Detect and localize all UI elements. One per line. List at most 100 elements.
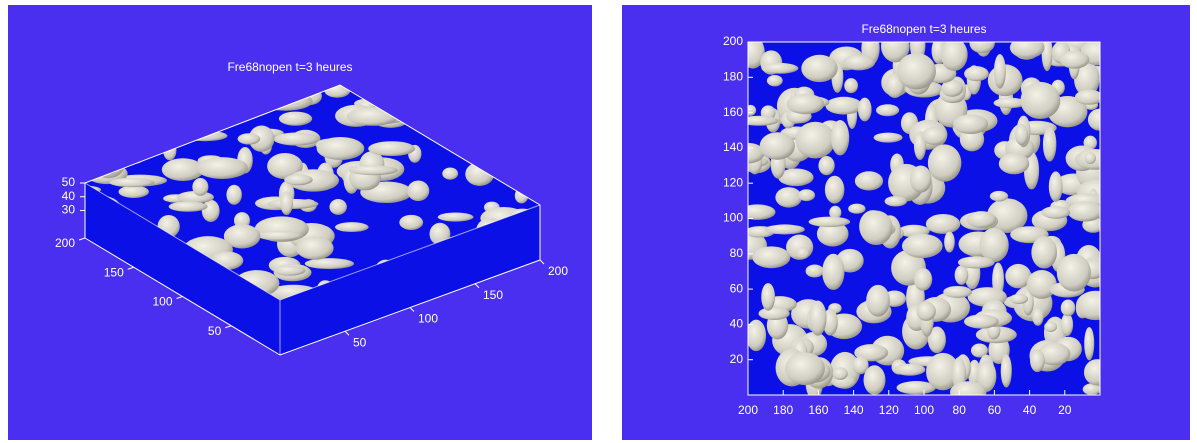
cloud-blob [1056,253,1091,292]
cloud-blob [829,205,842,220]
cloud-blob [881,42,910,63]
cloud-blob [941,79,964,97]
cloud-blob [795,121,836,159]
tick-mark [176,296,183,299]
cloud-blob [954,265,969,285]
x-tick-label: 120 [879,403,899,417]
cloud-blob [748,204,776,220]
cloud-blob [1060,299,1076,317]
cloud-blob [1022,287,1034,316]
cloud-blob [824,175,845,204]
tick-mark [409,307,415,312]
cloud-blob [863,365,886,395]
cloud-blob [1048,171,1063,202]
cloud-blob [989,190,1009,202]
cloud-blob [1044,321,1058,333]
y-tick-label: 100 [152,295,172,309]
z-tick-label: 50 [62,175,76,189]
cloud-blob [822,253,845,291]
isosurface [748,42,1100,395]
cloud-blob [921,127,948,145]
cloud-blob [748,104,757,116]
cloud-blob [970,343,988,358]
cloud-blob [748,115,779,126]
cloud-blob [901,233,943,259]
cloud-blob [979,227,1009,263]
cloud-blob [1087,108,1100,131]
x-tick-label: 40 [1023,403,1037,417]
cloud-blob [257,230,303,241]
cloud-blob [758,306,790,321]
cloud-blob [316,137,365,161]
cloud-blob [1082,383,1100,395]
tick-mark [78,237,86,241]
z-tick-label: 40 [62,189,76,203]
cloud-blob [1075,290,1100,321]
cloud-blob [752,246,791,269]
cloud-blob [866,284,890,317]
cloud-blob [957,256,995,269]
cloud-blob [852,356,869,375]
cloud-blob [818,155,835,176]
cloud-blob [1009,42,1045,59]
cloud-blob [927,144,962,182]
cloud-blob [801,54,838,83]
cloud-blob [894,363,926,376]
x-tick-label: 180 [773,403,793,417]
x-tick-label: 150 [483,288,503,302]
cloud-blob [118,185,149,198]
cloud-blob [775,187,803,208]
cloud-blob [1059,50,1090,69]
tick-mark [127,266,134,270]
y-tick-label: 200 [55,236,75,250]
tick-mark [474,283,480,289]
cloud-blob [226,184,242,205]
cloud-blob [1084,327,1095,361]
cloud-blob [848,203,866,214]
cloud-blob [335,222,369,233]
cloud-blob [925,214,961,234]
cloud-blob [940,42,968,72]
cloud-blob [808,216,851,228]
x-tick-label: 200 [548,264,568,278]
cloud-blob [761,62,799,74]
cloud-blob [1084,152,1096,164]
cloud-blob [1005,263,1032,289]
tick-mark [539,259,545,265]
cloud-blob [407,180,430,202]
cloud-blob [1009,293,1029,304]
cloud-blob [816,221,849,247]
cloud-blob [237,133,261,145]
cloud-blob [759,132,796,160]
cloud-blob [916,301,936,321]
cloud-blob [796,247,810,260]
cloud-blob [797,189,816,202]
cloud-blob [1037,342,1071,366]
cloud-blob [1067,201,1100,222]
cloud-blob [943,285,973,298]
y-tick-label: 140 [723,140,743,154]
cloud-blob [969,42,995,54]
cloud-blob [192,177,209,196]
cloud-blob [278,111,313,126]
cloud-blob [348,165,398,176]
cloud-blob [761,283,776,311]
x-tick-label: 20 [1058,403,1072,417]
cloud-blob [1074,61,1100,97]
cloud-blob [913,268,933,291]
cloud-blob [859,210,893,246]
x-tick-label: 50 [353,335,367,349]
cloud-blob [896,381,936,395]
cloud-blob [284,174,313,186]
x-tick-label: 140 [844,403,864,417]
cloud-blob [854,171,884,191]
cloud-blob [976,360,997,392]
cloud-blob [1030,349,1045,373]
cloud-blob [748,319,767,352]
cloud-blob [109,177,155,188]
x-tick-label: 60 [988,403,1002,417]
cloud-blob [830,120,850,156]
x-tick-label: 100 [418,312,438,326]
